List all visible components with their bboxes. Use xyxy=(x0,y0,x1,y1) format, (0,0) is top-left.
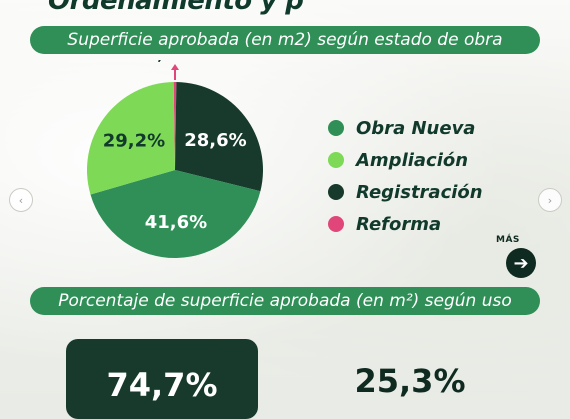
legend-item-registracion: Registración xyxy=(328,176,483,208)
slice-registracion xyxy=(175,82,263,192)
slice-label: 0,5% xyxy=(148,60,187,64)
carousel-prev-button[interactable]: ‹ xyxy=(9,188,33,212)
legend-swatch xyxy=(328,120,344,136)
arrow-right-icon: ➔ xyxy=(513,252,529,274)
slice-obra-nueva xyxy=(90,170,261,258)
legend-label: Ampliación xyxy=(356,149,469,171)
slice-label: 29,2% xyxy=(103,131,165,152)
legend-label: Reforma xyxy=(356,213,442,235)
legend-swatch xyxy=(328,152,344,168)
chevron-left-icon: ‹ xyxy=(18,193,24,207)
more-button[interactable]: ➔ xyxy=(506,248,536,278)
pie-chart: 41,6% 29,2% 28,6% 0,5% xyxy=(70,48,290,280)
legend-item-ampliacion: Ampliación xyxy=(328,144,483,176)
more-label: MÁS xyxy=(496,235,520,245)
page-title: Ordenamiento y p xyxy=(48,0,304,16)
legend-label: Obra Nueva xyxy=(356,117,476,139)
slice-label: 28,6% xyxy=(184,130,246,151)
section-header-estado-obra: Superficie aprobada (en m2) según estado… xyxy=(30,26,540,54)
chevron-right-icon: › xyxy=(547,193,553,207)
section-header-uso: Porcentaje de superficie aprobada (en m²… xyxy=(30,287,540,315)
section-header-text: Superficie aprobada (en m2) según estado… xyxy=(67,30,503,50)
pie-chart-svg: 41,6% 29,2% 28,6% 0,5% xyxy=(86,48,263,258)
legend-label: Registración xyxy=(356,181,483,203)
chart-legend: Obra Nueva Ampliación Registración Refor… xyxy=(328,112,483,240)
slice-leader-arrow xyxy=(171,64,179,70)
usage-value-a: 74,7% xyxy=(106,366,218,404)
slice-label: 41,6% xyxy=(145,212,207,233)
legend-item-reforma: Reforma xyxy=(328,208,483,240)
background-photo xyxy=(0,0,570,400)
carousel-next-button[interactable]: › xyxy=(538,188,562,212)
legend-swatch xyxy=(328,216,344,232)
section-header-text: Porcentaje de superficie aprobada (en m²… xyxy=(58,291,512,311)
slice-reforma xyxy=(173,82,177,170)
legend-item-obra-nueva: Obra Nueva xyxy=(328,112,483,144)
legend-swatch xyxy=(328,184,344,200)
usage-value-b: 25,3% xyxy=(354,362,466,400)
slice-ampliacion xyxy=(86,82,175,195)
